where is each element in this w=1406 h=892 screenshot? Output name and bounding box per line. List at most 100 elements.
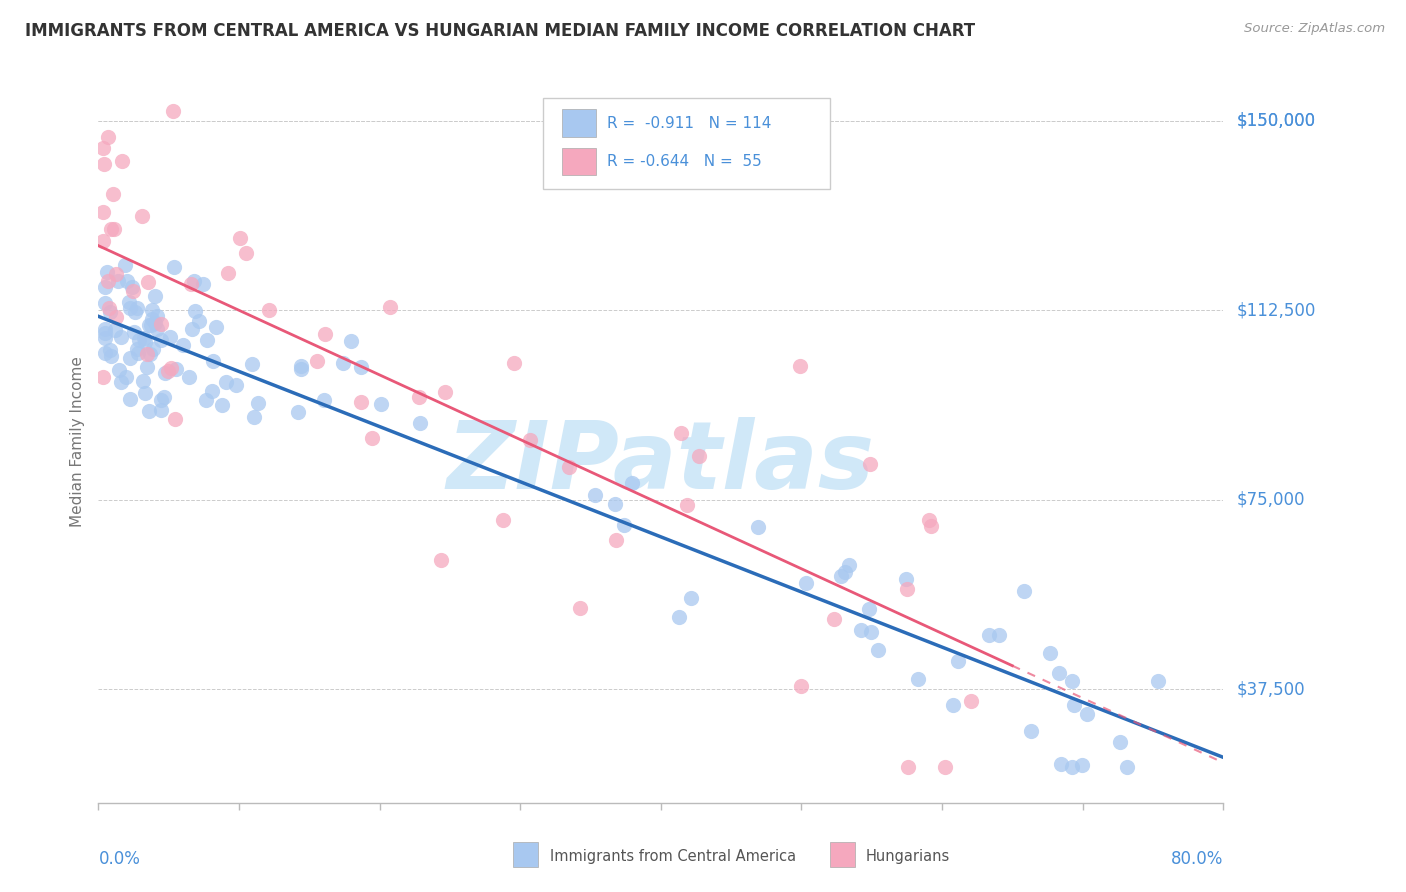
Point (100, 349, 122, 363)
Text: 80.0%: 80.0% (1171, 850, 1223, 868)
Point (142, 342, 165, 356)
Point (150, 393, 173, 408)
Point (187, 314, 209, 328)
Point (180, 277, 202, 291)
Y-axis label: Median Family Income: Median Family Income (69, 356, 84, 527)
Text: $150,000: $150,000 (1237, 112, 1316, 129)
Point (789, 359, 811, 374)
Point (94, 346, 117, 360)
Text: $150,000: $150,000 (1237, 112, 1316, 129)
Point (851, 624, 873, 638)
Point (307, 354, 329, 368)
Point (408, 391, 430, 405)
Point (91, 369, 114, 384)
Point (91, 234, 114, 248)
Point (132, 374, 155, 388)
Point (946, 655, 969, 669)
Point (613, 518, 636, 533)
Point (96, 265, 118, 279)
Point (557, 460, 579, 475)
Point (103, 221, 125, 235)
Point (139, 318, 162, 333)
FancyBboxPatch shape (543, 98, 830, 189)
Point (1062, 760, 1084, 774)
Point (139, 347, 162, 361)
Point (340, 334, 363, 348)
Point (1050, 756, 1073, 771)
Point (217, 266, 239, 280)
Point (942, 698, 965, 712)
Point (896, 572, 918, 586)
Text: Hungarians: Hungarians (866, 849, 950, 863)
Point (1147, 673, 1170, 688)
Point (98, 343, 121, 358)
Point (152, 390, 174, 404)
Point (519, 434, 541, 448)
Point (314, 392, 336, 407)
Point (314, 327, 336, 342)
Point (160, 360, 183, 375)
Point (104, 323, 127, 337)
Point (195, 333, 218, 347)
Point (94, 322, 117, 336)
Point (128, 333, 150, 347)
Point (918, 512, 941, 526)
Point (287, 404, 309, 418)
Point (115, 274, 138, 288)
Point (790, 679, 813, 693)
Point (149, 318, 172, 332)
Text: R = -0.644   N =  55: R = -0.644 N = 55 (607, 153, 762, 169)
Point (679, 591, 702, 605)
Point (132, 331, 155, 345)
Point (1071, 758, 1094, 772)
Point (162, 103, 184, 118)
Point (830, 569, 852, 583)
Point (172, 338, 194, 352)
Point (122, 325, 145, 339)
Point (94, 296, 117, 310)
Point (100, 305, 122, 319)
Text: IMMIGRANTS FROM CENTRAL AMERICA VS HUNGARIAN MEDIAN FAMILY INCOME CORRELATION CH: IMMIGRANTS FROM CENTRAL AMERICA VS HUNGA… (25, 22, 976, 40)
Point (1060, 673, 1083, 688)
Point (98, 301, 121, 315)
Point (100, 222, 122, 236)
Point (834, 565, 856, 579)
Point (201, 354, 224, 368)
Point (97, 274, 120, 288)
Point (859, 457, 882, 471)
Point (215, 375, 238, 389)
Point (502, 356, 524, 370)
Point (240, 357, 263, 371)
Point (603, 497, 626, 511)
Bar (562, 147, 596, 175)
Text: Source: ZipAtlas.com: Source: ZipAtlas.com (1244, 22, 1385, 36)
Point (118, 351, 141, 365)
Point (146, 322, 169, 336)
Point (94, 331, 117, 345)
Point (246, 396, 269, 410)
Point (934, 760, 956, 774)
Point (141, 311, 163, 326)
Point (121, 280, 143, 294)
Point (114, 370, 136, 384)
Point (107, 363, 129, 377)
Point (110, 375, 132, 389)
Point (111, 153, 134, 168)
Text: $37,500: $37,500 (1237, 680, 1306, 698)
Point (141, 303, 163, 318)
Point (105, 310, 128, 324)
Point (165, 362, 187, 376)
Point (180, 322, 202, 336)
Point (668, 610, 690, 624)
Point (229, 231, 252, 245)
Point (157, 364, 180, 378)
Point (409, 416, 432, 430)
Point (204, 319, 226, 334)
Point (1047, 665, 1070, 680)
Text: ZIPatlas: ZIPatlas (447, 417, 875, 509)
Text: R =  -0.911   N = 114: R = -0.911 N = 114 (607, 116, 772, 130)
Point (960, 694, 983, 708)
Point (907, 672, 929, 686)
Point (669, 425, 692, 440)
Point (91, 205, 114, 219)
